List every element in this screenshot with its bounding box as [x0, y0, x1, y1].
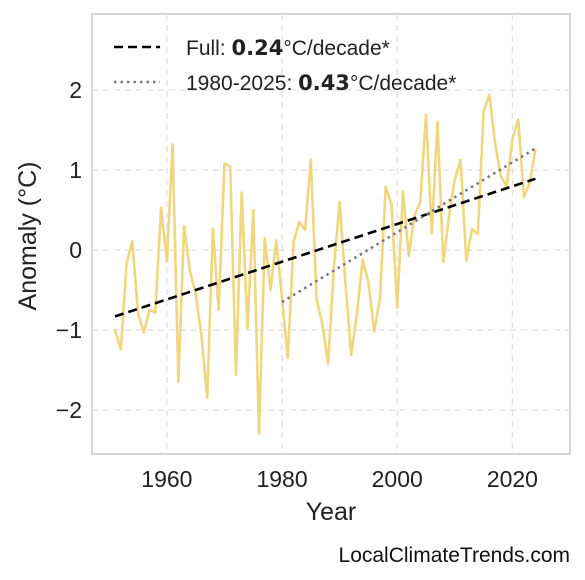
legend-recent-name: 1980-2025 [186, 72, 286, 95]
legend-full-colon: : [220, 37, 232, 60]
legend-recent-rate: 0.43 [298, 71, 350, 95]
full-trend-line [114, 177, 536, 318]
x-axis-title: Year [306, 498, 357, 526]
x-tick-label-2020: 2020 [487, 466, 538, 492]
legend-full-unit: °C/decade* [283, 37, 389, 60]
y-tick-label-2: 2 [69, 77, 82, 103]
y-tick-label-0: 0 [69, 237, 82, 263]
y-axis-title: Anomaly (°C) [14, 162, 42, 311]
legend-recent-unit: °C/decade* [350, 72, 456, 95]
legend-full-label: Full: 0.24°C/decade* [186, 36, 390, 60]
x-tick-label-2000: 2000 [372, 466, 423, 492]
x-tick-label-1980: 1980 [256, 466, 307, 492]
legend: Full: 0.24°C/decade* 1980-2025: 0.43°C/d… [114, 36, 456, 95]
x-tick-label-1960: 1960 [141, 466, 192, 492]
legend-full-rate: 0.24 [232, 36, 284, 60]
source-credit: LocalClimateTrends.com [338, 544, 570, 567]
y-tick-label-1: 1 [69, 157, 82, 183]
y-tick-label--2: −2 [56, 397, 82, 423]
grid [92, 14, 570, 454]
series-layer [113, 93, 537, 436]
y-tick-label--1: −1 [56, 317, 82, 343]
tick-labels: 1960 1980 2000 2020 −2 −1 0 1 2 [56, 77, 538, 492]
plot-frame [91, 13, 571, 455]
annual-anomaly-line [113, 93, 537, 436]
legend-recent-label: 1980-2025: 0.43°C/decade* [186, 71, 456, 95]
legend-recent-colon: : [286, 72, 298, 95]
legend-full-name: Full [186, 37, 220, 60]
